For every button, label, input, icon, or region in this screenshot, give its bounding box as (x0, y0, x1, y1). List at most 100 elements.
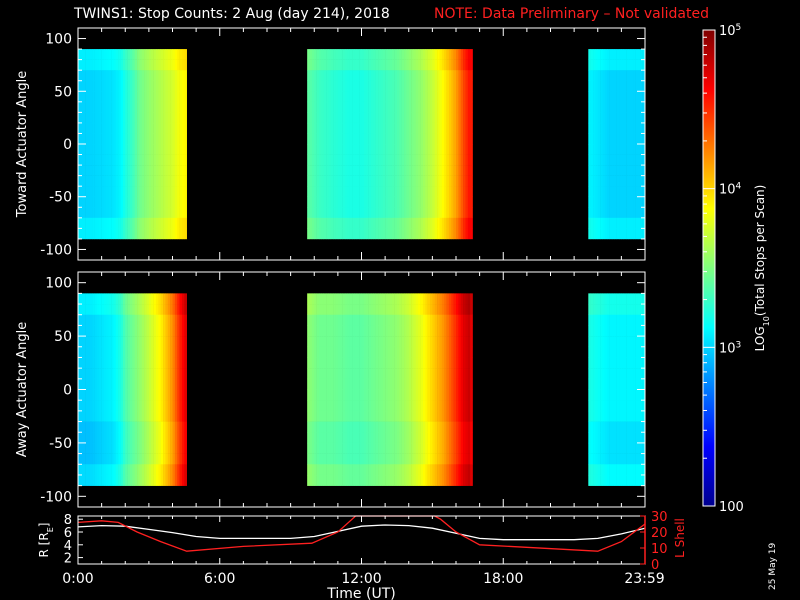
heatmap-cell (82, 421, 86, 433)
heatmap-cell (408, 378, 412, 390)
heatmap-cell (87, 70, 91, 82)
heatmap-cell (323, 175, 327, 187)
heatmap-cell (470, 80, 473, 92)
heatmap-cell (113, 378, 117, 390)
heatmap-cell (448, 133, 452, 145)
heatmap-cell (342, 196, 346, 208)
heatmap-cell (437, 91, 440, 103)
heatmap-cell (604, 49, 608, 60)
heatmap-cell (444, 464, 447, 476)
heatmap-cell (415, 165, 419, 176)
heatmap-cell (366, 165, 369, 176)
heatmap-cell (85, 228, 88, 240)
heatmap-cell (151, 400, 154, 412)
heatmap-cell (375, 378, 379, 390)
heatmap-cell (85, 122, 88, 134)
heatmap-cell (148, 336, 152, 348)
heatmap-cell (347, 432, 350, 444)
heatmap-cell (446, 304, 450, 316)
heatmap-cell (179, 122, 183, 134)
heatmap-cell (122, 91, 126, 103)
heatmap-cell (366, 293, 369, 305)
heatmap-cell (621, 91, 625, 103)
heatmap-cell (418, 453, 421, 465)
heatmap-cell (597, 400, 601, 412)
heatmap-cell (122, 112, 126, 124)
heatmap-cell (470, 196, 473, 208)
heatmap-cell (87, 165, 91, 176)
heatmap-cell (335, 304, 339, 316)
heatmap-cell (163, 378, 166, 390)
heatmap-cell (609, 133, 613, 145)
heatmap-cell (167, 228, 171, 240)
heatmap-cell (602, 357, 606, 369)
heatmap-cell (460, 442, 464, 454)
heatmap-cell (82, 112, 86, 124)
heatmap-cell (401, 293, 405, 305)
heatmap-cell (595, 49, 599, 60)
heatmap-cell (611, 474, 615, 486)
heatmap-cell (181, 432, 185, 444)
heatmap-cell (614, 122, 617, 134)
heatmap-cell (467, 70, 471, 82)
heatmap-cell (361, 442, 365, 454)
heatmap-cell (616, 357, 620, 369)
heatmap-cell (427, 325, 431, 337)
heatmap-cell (642, 70, 646, 82)
heatmap-cell (373, 154, 376, 166)
heatmap-cell (85, 133, 88, 145)
heatmap-cell (392, 112, 395, 124)
heatmap-cell (340, 314, 343, 326)
heatmap-cell (611, 144, 615, 155)
heatmap-cell (82, 101, 86, 113)
heatmap-cell (439, 217, 443, 229)
heatmap-cell (408, 133, 412, 145)
heatmap-cell (380, 80, 384, 92)
heatmap-cell (342, 154, 346, 166)
heatmap-cell (344, 400, 348, 412)
heatmap-cell (413, 154, 417, 166)
heatmap-cell (342, 186, 346, 198)
heatmap-cell (366, 122, 369, 134)
heatmap-cell (160, 175, 164, 187)
heatmap-cell (630, 91, 634, 103)
heatmap-cell (354, 165, 358, 176)
heatmap-cell (89, 122, 93, 134)
heatmap-cell (396, 464, 400, 476)
heatmap-cell (366, 389, 369, 401)
heatmap-cell (158, 314, 161, 326)
heatmap-cell (415, 207, 419, 219)
y-tick-label: 50 (54, 84, 72, 100)
heatmap-cell (404, 325, 407, 337)
heatmap-cell (370, 421, 374, 433)
heatmap-cell (373, 196, 376, 208)
heatmap-cell (82, 336, 86, 348)
heatmap-cell (132, 59, 135, 71)
heatmap-cell (314, 80, 317, 92)
heatmap-cell (614, 196, 617, 208)
heatmap-cell (181, 101, 185, 113)
heatmap-cell (160, 368, 164, 380)
heatmap-cell (125, 186, 128, 198)
heatmap-cell (155, 144, 159, 155)
heatmap-cell (609, 400, 613, 412)
heatmap-cell (593, 357, 596, 369)
heatmap-cell (118, 59, 121, 71)
heatmap-cell (619, 186, 622, 198)
heatmap-cell (387, 293, 391, 305)
heatmap-cell (434, 217, 438, 229)
heatmap-cell (453, 453, 457, 465)
heatmap-cell (404, 91, 407, 103)
heatmap-cell (158, 432, 161, 444)
heatmap-cell (127, 154, 131, 166)
heatmap-cell (146, 59, 150, 71)
heatmap-cell (328, 70, 332, 82)
heatmap-cell (106, 217, 110, 229)
heatmap-cell (616, 389, 620, 401)
heatmap-cell (392, 70, 395, 82)
heatmap-cell (340, 304, 343, 316)
heatmap-cell (633, 122, 636, 134)
heatmap-cell (101, 304, 105, 316)
heatmap-cell (321, 49, 324, 60)
heatmap-cell (382, 410, 386, 422)
